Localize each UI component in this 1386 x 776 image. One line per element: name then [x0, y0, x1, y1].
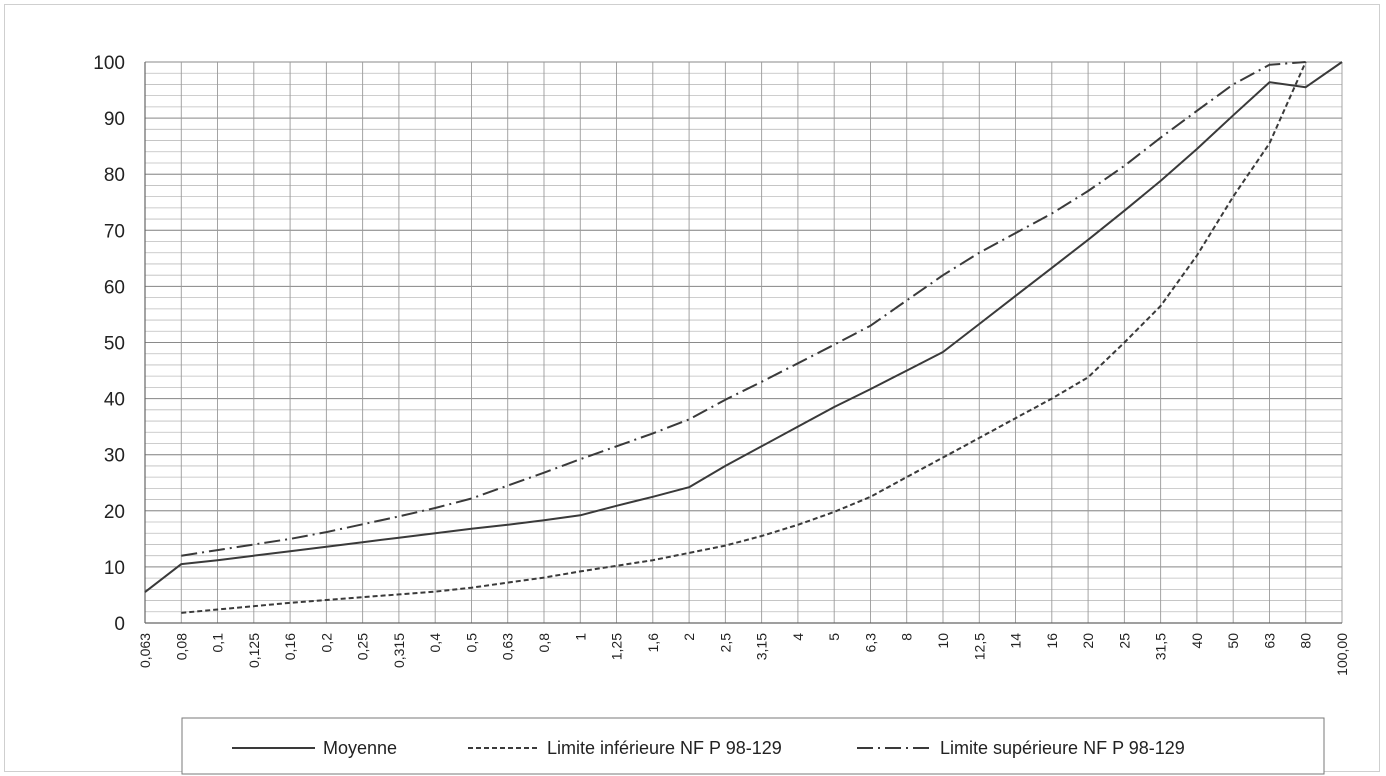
x-tick-label: 50	[1225, 633, 1241, 649]
x-tick-label: 14	[1008, 633, 1024, 649]
y-tick-label: 40	[104, 390, 125, 411]
axes	[144, 62, 1342, 624]
y-tick-label: 60	[104, 277, 125, 298]
legend-label: Moyenne	[323, 738, 397, 758]
legend: Moyenne Limite inférieure NF P 98-129 Limi…	[181, 717, 1325, 775]
x-tick-label: 0,63	[500, 633, 516, 660]
x-tick-label: 0,08	[173, 633, 189, 660]
x-tick-label: 80	[1298, 633, 1314, 649]
x-tick-label: 1,6	[645, 633, 661, 653]
series-line-dashed	[181, 61, 1307, 614]
vertical-gridlines	[144, 62, 1343, 623]
x-tick-label: 0,1	[210, 633, 226, 653]
y-tick-label: 90	[104, 109, 125, 130]
x-tick-label: 63	[1261, 633, 1277, 649]
x-tick-label: 6,3	[862, 633, 878, 653]
data-series	[144, 61, 1343, 614]
x-tick-label: 5	[826, 633, 842, 641]
x-tick-label: 31,5	[1153, 633, 1169, 660]
x-tick-label: 0,063	[137, 633, 153, 668]
y-tick-label: 80	[104, 165, 125, 186]
x-tick-label: 16	[1044, 633, 1060, 649]
x-tick-label: 10	[935, 633, 951, 649]
x-tick-label: 0,125	[246, 633, 262, 668]
x-tick-label: 2,5	[717, 633, 733, 653]
x-tick-label: 0,2	[318, 633, 334, 653]
y-tick-label: 10	[104, 558, 125, 579]
major-gridlines	[145, 61, 1342, 624]
x-tick-label: 12,5	[971, 633, 987, 660]
x-tick-label: 100,00	[1334, 633, 1350, 676]
x-tick-label: 1	[572, 633, 588, 641]
y-tick-label: 20	[104, 502, 125, 523]
x-tick-label: 0,8	[536, 633, 552, 653]
x-tick-label: 3,15	[754, 633, 770, 660]
series-line-solid	[144, 61, 1343, 593]
x-tick-label: 25	[1116, 633, 1132, 649]
x-tick-label: 4	[790, 633, 806, 641]
legend-box	[181, 717, 1325, 775]
x-axis-tick-labels: 0,063 0,08 0,1 0,125 0,16 0,2 0,25 0,315 0,4 0,5 0…	[137, 633, 1350, 676]
y-tick-label: 30	[104, 446, 125, 467]
x-tick-label: 0,315	[391, 633, 407, 668]
y-tick-label: 70	[104, 221, 125, 242]
legend-label: Limite inférieure NF P 98-129	[547, 738, 782, 758]
y-axis-tick-labels: 0 10 20 30 40 50 60 70 80 90 100	[93, 53, 125, 635]
y-tick-label: 0	[114, 614, 125, 635]
x-tick-label: 0,25	[355, 633, 371, 660]
x-tick-label: 0,4	[427, 633, 443, 653]
x-tick-label: 40	[1189, 633, 1205, 649]
y-tick-label: 50	[104, 334, 125, 355]
y-tick-label: 100	[93, 53, 125, 74]
x-tick-label: 20	[1080, 633, 1096, 649]
x-tick-label: 8	[899, 633, 915, 641]
x-tick-label: 2	[681, 633, 697, 641]
legend-label: Limite supérieure NF P 98-129	[940, 738, 1185, 758]
x-tick-label: 0,16	[282, 633, 298, 660]
x-tick-label: 1,25	[609, 633, 625, 660]
x-tick-label: 0,5	[463, 633, 479, 653]
series-line-dashdot	[181, 61, 1306, 557]
